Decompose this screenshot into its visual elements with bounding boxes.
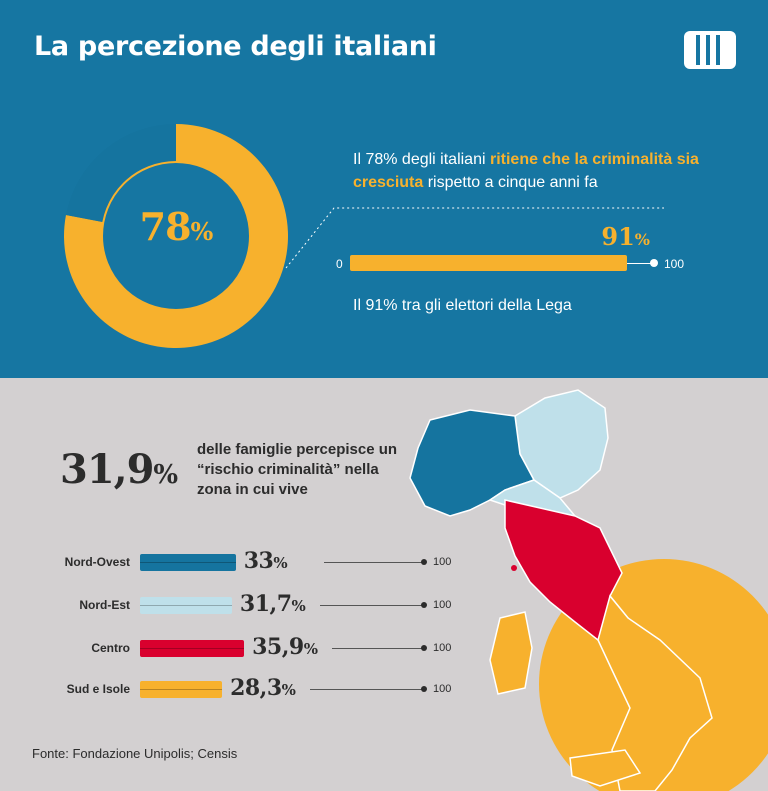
source-note: Fonte: Fondazione Unipolis; Censis — [32, 746, 238, 761]
statement-text: Il 78% degli italiani ritiene che la cri… — [353, 151, 699, 191]
region-axis-max: 100 — [433, 683, 452, 695]
top-section: La percezione degli italiani 78% Il 78% … — [0, 0, 768, 378]
region-bar — [140, 597, 232, 614]
region-label: Nord-Ovest — [64, 555, 130, 569]
lega-value-label: 91% — [601, 222, 650, 251]
map-region-sardegna — [489, 611, 533, 695]
region-bar — [140, 640, 245, 657]
page-title: La percezione degli italiani — [34, 31, 437, 62]
region-axis-max: 100 — [433, 642, 452, 654]
map-region-elba — [511, 565, 517, 571]
region-label: Sud e Isole — [66, 682, 130, 696]
lega-bar — [350, 255, 627, 271]
region-value-label: 35,9% — [252, 634, 318, 660]
map-region-sud — [597, 594, 713, 791]
region-bar-midline — [140, 562, 236, 563]
publisher-logo-icon — [684, 31, 736, 69]
donut-value-label: 78% — [139, 204, 214, 249]
region-bar — [140, 681, 223, 698]
donut-slice-main — [64, 124, 288, 348]
region-value-label: 31,7% — [239, 591, 306, 617]
region-axis-end-dot — [421, 645, 427, 651]
region-axis-line — [332, 648, 423, 649]
region-axis-max: 100 — [433, 556, 452, 568]
region-axis-line — [323, 562, 423, 563]
bottom-section: 31,9% delle famiglie percepisce un “risc… — [0, 378, 768, 791]
region-bar-midline — [140, 648, 245, 649]
region-axis-end-dot — [421, 686, 427, 692]
region-axis-line — [310, 689, 423, 690]
lega-text: Il 91% tra gli elettori della Lega — [353, 297, 572, 314]
headline-value: 31,9% — [60, 446, 178, 493]
region-bar-midline — [140, 689, 223, 690]
lega-axis-end-dot — [650, 259, 658, 267]
headline-text: delle famiglie percepisce un “rischio cr… — [197, 441, 398, 498]
region-axis-end-dot — [421, 602, 427, 608]
lega-axis-min: 0 — [336, 257, 343, 271]
lega-axis-max: 100 — [664, 257, 685, 271]
region-value-label: 33% — [243, 548, 288, 574]
map-region-sicilia — [569, 749, 642, 787]
italy-map — [409, 389, 768, 791]
donut-slice-rest — [65, 124, 176, 223]
donut-hole — [101, 161, 251, 311]
region-label: Nord-Est — [79, 598, 130, 612]
region-axis-end-dot — [421, 559, 427, 565]
region-bar — [140, 554, 236, 571]
region-bar-midline — [140, 605, 232, 606]
donut-chart — [64, 124, 288, 348]
region-axis-line — [319, 605, 423, 606]
region-axis-max: 100 — [433, 599, 452, 611]
region-value-label: 28,3% — [230, 675, 296, 701]
region-label: Centro — [91, 641, 130, 655]
connector-line — [285, 207, 664, 269]
